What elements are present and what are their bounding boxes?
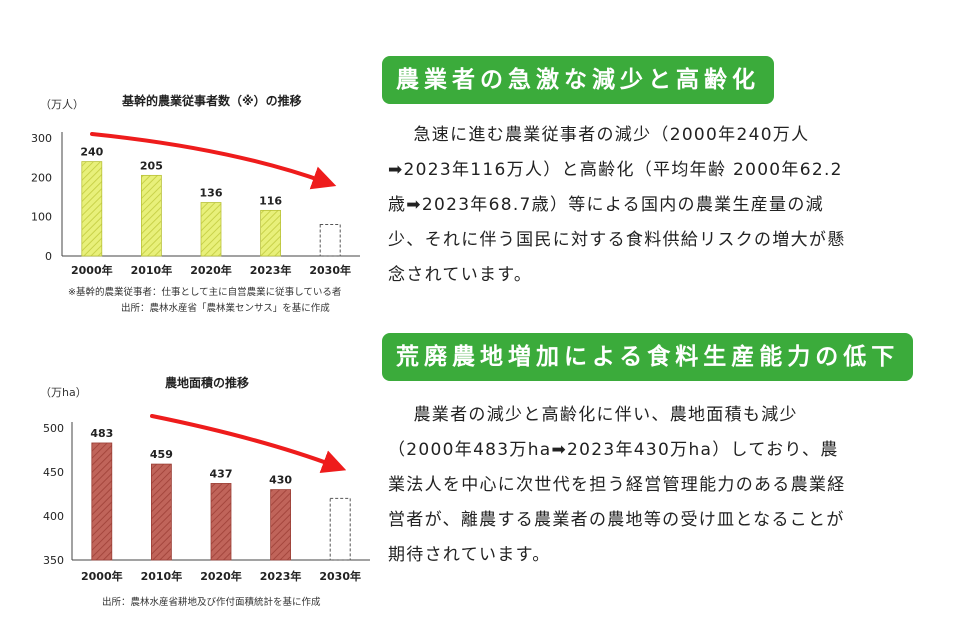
y-tick-label: 300 <box>31 132 52 145</box>
y-tick-label: 400 <box>43 510 64 523</box>
category-label: 2030年 <box>319 569 361 583</box>
section2-heading: 荒廃農地増加による食料生産能力の低下 <box>382 333 914 381</box>
chart2-bar-chart: 350 400 450 500 483 2000年 459 2010年 437 2020年 430 2… <box>43 414 370 583</box>
section2-line: 期待されています。 <box>388 545 551 565</box>
projection-bar <box>319 224 341 257</box>
category-label: 2030年 <box>309 263 351 277</box>
trend-arrow <box>150 414 347 474</box>
y-tick-label: 500 <box>43 422 64 435</box>
section2-line: （2000年483万ha➡2023年430万ha）しており、農 <box>388 440 839 460</box>
section1-line: 少、それに伴う国民に対する食料供給リスクの増大が懸 <box>388 230 846 250</box>
category-label: 2023年 <box>260 569 302 583</box>
bar <box>270 489 292 561</box>
bar-value-label: 483 <box>90 427 113 440</box>
category-label: 2000年 <box>81 569 123 583</box>
bar-value-label: 459 <box>150 448 173 461</box>
category-label: 2010年 <box>141 569 183 583</box>
bar <box>81 161 103 257</box>
y-tick-label: 100 <box>31 211 52 224</box>
y-tick-label: 450 <box>43 466 64 479</box>
bar-value-label: 240 <box>80 146 103 159</box>
bar-value-label: 205 <box>140 159 163 172</box>
bar <box>200 202 222 257</box>
y-tick-label: 350 <box>43 554 64 567</box>
bar-value-label: 116 <box>259 194 282 207</box>
section1-line: ➡2023年116万人）と高齢化（平均年齢 2000年62.2 <box>388 160 843 180</box>
y-tick-label: 200 <box>31 171 52 184</box>
bar-value-label: 437 <box>210 467 233 480</box>
bar <box>140 174 162 257</box>
chart2-title: 農地面積の推移 <box>165 376 250 390</box>
bar <box>260 209 282 257</box>
section1-line: 念されています。 <box>388 265 533 285</box>
category-label: 2010年 <box>131 263 173 277</box>
projection-bar <box>329 497 351 561</box>
chart1-source: 出所：農林水産省「農林業センサス」を基に作成 <box>121 303 330 314</box>
chart2-unit-label: （万ha） <box>40 386 87 399</box>
bar-value-label: 430 <box>269 474 292 487</box>
chart1-unit-label: （万人） <box>40 98 84 111</box>
category-label: 2020年 <box>190 263 232 277</box>
section2-body: 農業者の減少と高齢化に伴い、農地面積も減少 （2000年483万ha➡2023年… <box>388 398 948 573</box>
bar <box>210 483 232 561</box>
section1-body: 急速に進む農業従事者の減少（2000年240万人 ➡2023年116万人）と高齢… <box>388 118 948 293</box>
section1-heading: 農業者の急激な減少と高齢化 <box>382 56 774 104</box>
chart2-source: 出所：農林水産省耕地及び作付面積統計を基に作成 <box>102 597 321 608</box>
category-label: 2020年 <box>200 569 242 583</box>
chart1-title: 基幹的農業従事者数（※）の推移 <box>122 94 302 108</box>
bar <box>150 463 172 561</box>
trend-arrow <box>90 132 337 190</box>
chart1-footnote: ※基幹的農業従事者：仕事として主に自営農業に従事している者 <box>68 287 342 298</box>
section2-line: 農業者の減少と高齢化に伴い、農地面積も減少 <box>413 405 798 425</box>
category-label: 2023年 <box>250 263 292 277</box>
bar-value-label: 136 <box>200 187 223 200</box>
bar <box>91 442 113 561</box>
section2-line: 営者が、離農する農業者の農地等の受け皿となることが <box>388 510 845 530</box>
section2-line: 業法人を中心に次世代を担う経営管理能力のある農業経 <box>388 475 846 495</box>
category-label: 2000年 <box>71 263 113 277</box>
section1-line: 急速に進む農業従事者の減少（2000年240万人 <box>413 125 810 145</box>
chart1-bar-chart: 0 100 200 300 240 2000年 205 2010年 136 2020年 116 202… <box>31 132 360 277</box>
y-tick-label: 0 <box>45 250 52 263</box>
section1-line: 歳➡2023年68.7歳）等による国内の農業生産量の減 <box>388 195 824 215</box>
